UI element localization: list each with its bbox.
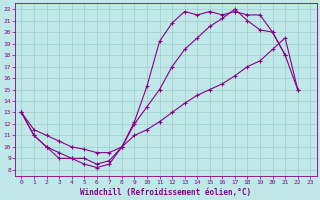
X-axis label: Windchill (Refroidissement éolien,°C): Windchill (Refroidissement éolien,°C) (80, 188, 252, 197)
